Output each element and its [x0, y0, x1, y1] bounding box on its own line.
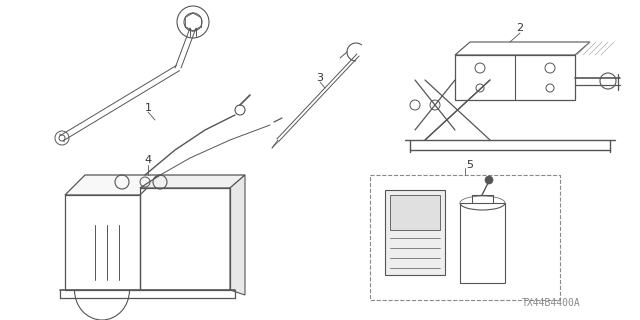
- Bar: [385, 190, 445, 275]
- Bar: [460, 203, 505, 283]
- Text: 2: 2: [516, 23, 524, 33]
- Circle shape: [485, 176, 493, 184]
- Bar: [390, 195, 440, 230]
- Bar: [370, 175, 560, 300]
- Text: TX44B4400A: TX44B4400A: [521, 298, 580, 308]
- Text: 4: 4: [145, 155, 152, 165]
- Polygon shape: [65, 175, 160, 195]
- Text: 1: 1: [145, 103, 152, 113]
- Text: 3: 3: [317, 73, 323, 83]
- Polygon shape: [140, 175, 245, 188]
- Text: 5: 5: [467, 160, 474, 170]
- Polygon shape: [230, 175, 245, 295]
